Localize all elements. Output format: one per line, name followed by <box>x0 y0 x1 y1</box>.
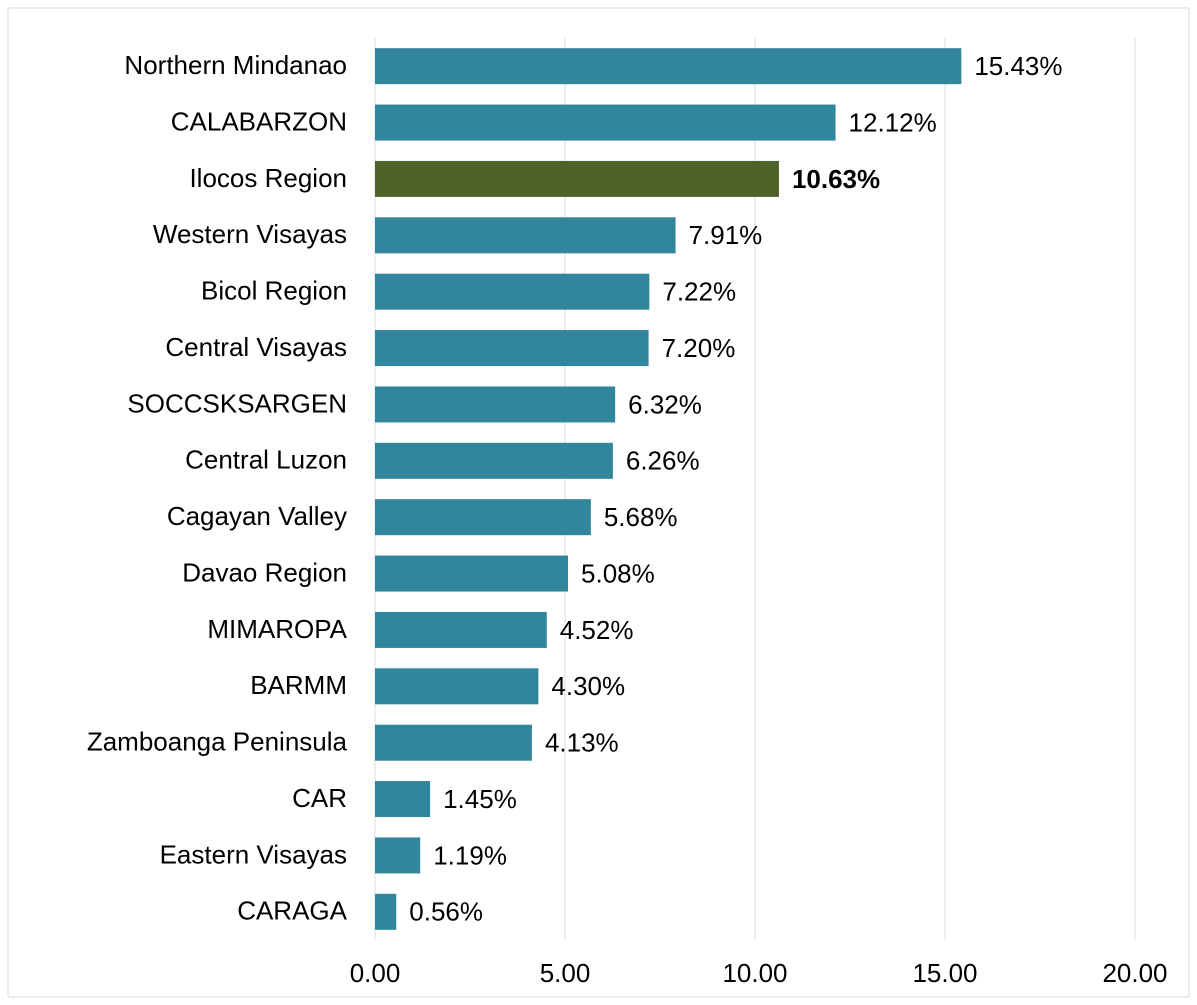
bar <box>375 781 431 818</box>
value-label: 4.13% <box>545 728 619 758</box>
x-tick-label: 10.00 <box>722 958 787 988</box>
y-tick-label: CALABARZON <box>171 106 347 136</box>
y-tick-label: Eastern Visayas <box>160 839 347 869</box>
value-label: 4.30% <box>551 671 625 701</box>
value-label: 12.12% <box>849 107 937 137</box>
bar <box>375 442 613 479</box>
bar <box>375 273 650 310</box>
y-tick-label: Central Visayas <box>165 332 347 362</box>
y-tick-label: Davao Region <box>182 557 347 587</box>
x-tick-label: 15.00 <box>912 958 977 988</box>
value-label: 10.63% <box>792 164 880 194</box>
y-tick-label: Zamboanga Peninsula <box>87 727 348 757</box>
bar <box>375 611 547 648</box>
bar <box>375 104 836 141</box>
value-label: 1.19% <box>433 840 507 870</box>
value-label: 15.43% <box>974 51 1062 81</box>
y-tick-label: Ilocos Region <box>189 163 347 193</box>
value-label: 7.22% <box>662 277 736 307</box>
bar <box>375 555 569 592</box>
value-label: 5.08% <box>581 558 655 588</box>
chart-border <box>7 7 1190 998</box>
y-tick-label: MIMAROPA <box>207 614 347 644</box>
y-tick-label: Bicol Region <box>201 276 347 306</box>
value-label: 7.20% <box>662 333 736 363</box>
value-label: 1.45% <box>443 784 517 814</box>
y-tick-label: CARAGA <box>237 896 347 926</box>
bar <box>375 217 676 254</box>
bar <box>375 330 649 367</box>
y-tick-label: CAR <box>292 783 347 813</box>
bar <box>375 893 397 930</box>
x-tick-label: 5.00 <box>540 958 591 988</box>
x-tick-label: 20.00 <box>1102 958 1167 988</box>
bar <box>375 499 591 536</box>
value-label: 7.91% <box>689 220 763 250</box>
y-tick-label: SOCCSKSARGEN <box>127 388 347 418</box>
value-label: 6.32% <box>628 389 702 419</box>
y-tick-label: Cagayan Valley <box>167 501 347 531</box>
value-label: 5.68% <box>604 502 678 532</box>
bar <box>375 160 779 197</box>
bar <box>375 668 539 705</box>
value-label: 6.26% <box>626 446 700 476</box>
bar <box>375 837 421 874</box>
value-label: 4.52% <box>560 615 634 645</box>
value-label: 0.56% <box>409 897 483 927</box>
x-tick-label: 0.00 <box>350 958 401 988</box>
y-tick-label: Northern Mindanao <box>124 50 347 80</box>
bar <box>375 48 962 85</box>
y-tick-label: BARMM <box>250 670 347 700</box>
y-tick-label: Central Luzon <box>185 445 347 475</box>
bar <box>375 386 616 423</box>
bar <box>375 724 532 761</box>
y-tick-label: Western Visayas <box>153 219 347 249</box>
